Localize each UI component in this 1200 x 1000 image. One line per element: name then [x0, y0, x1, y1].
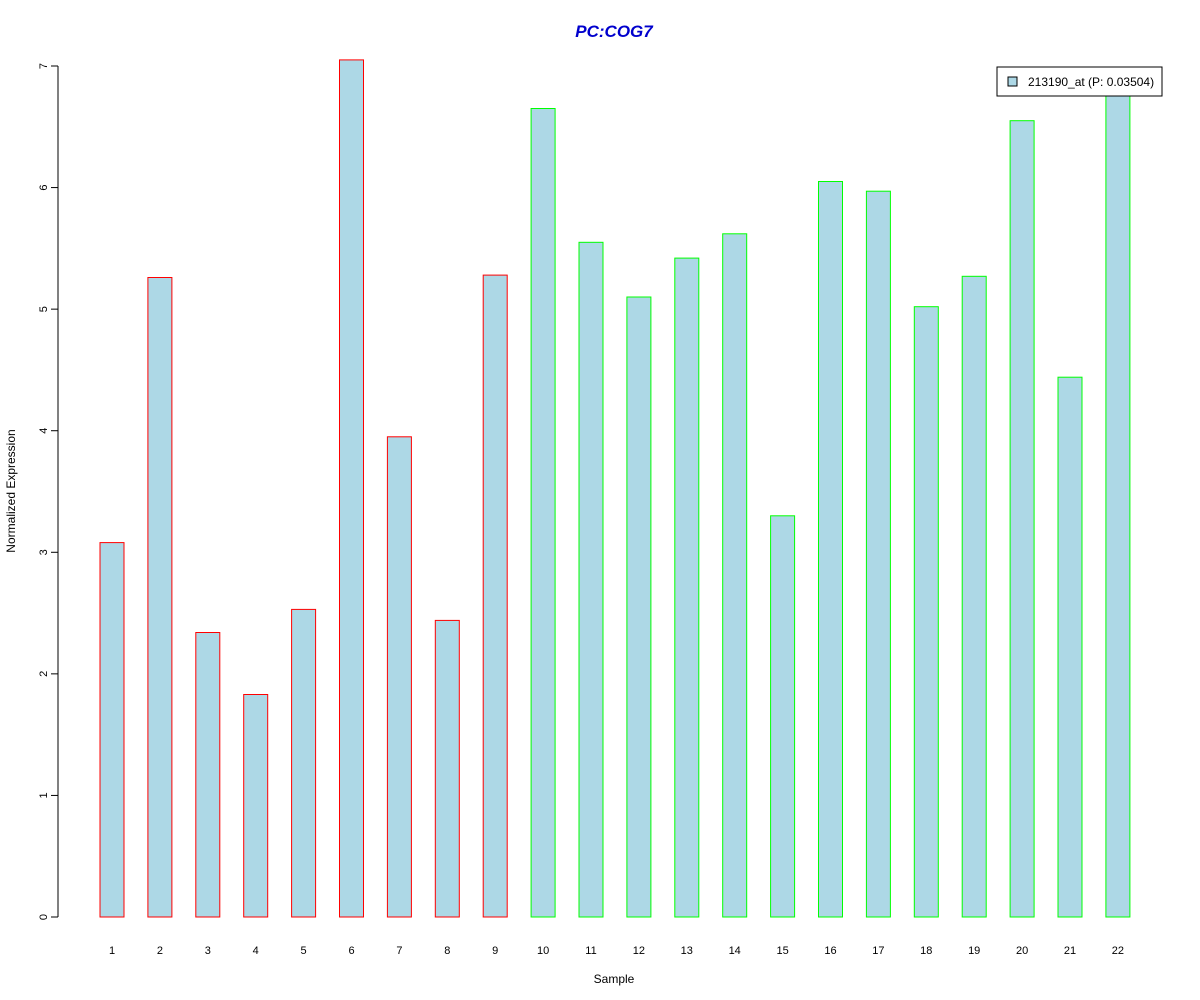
x-tick-label: 17 — [872, 945, 884, 957]
bar — [482, 274, 508, 918]
bar — [578, 241, 604, 918]
x-tick-label: 8 — [444, 945, 450, 957]
x-tick-label: 3 — [205, 945, 211, 957]
x-tick-label: 13 — [681, 945, 693, 957]
y-tick-label: 5 — [38, 306, 50, 312]
x-tick-label: 9 — [492, 945, 498, 957]
bar — [722, 233, 748, 918]
bar — [674, 257, 700, 918]
x-tick-label: 10 — [537, 945, 549, 957]
bar — [1009, 120, 1035, 918]
legend-label: 213190_at (P: 0.03504) — [1028, 75, 1154, 89]
x-tick-label: 2 — [157, 945, 163, 957]
bar — [961, 275, 987, 918]
x-tick-label: 1 — [109, 945, 115, 957]
x-tick-label: 15 — [776, 945, 788, 957]
y-tick-label: 4 — [38, 428, 50, 434]
x-tick-label: 11 — [585, 945, 596, 957]
bar — [291, 608, 317, 918]
x-tick-label: 16 — [824, 945, 836, 957]
bar — [818, 181, 843, 918]
bar — [626, 296, 652, 918]
bar — [913, 306, 939, 918]
y-tick-label: 2 — [38, 671, 50, 677]
x-tick-label: 21 — [1064, 945, 1076, 957]
x-tick-label: 6 — [348, 945, 354, 957]
bar — [195, 632, 221, 918]
x-tick-label: 12 — [633, 945, 645, 957]
x-tick-label: 4 — [253, 945, 259, 957]
bar — [339, 59, 364, 918]
x-tick-label: 22 — [1112, 945, 1124, 957]
y-tick-label: 3 — [38, 549, 50, 555]
x-tick-labels: 1 2 3 4 5 6 7 8 9 10 11 12 13 14 15 16 17 18 19 20 21 22 — [109, 945, 1124, 957]
y-tick-label: 1 — [38, 792, 50, 798]
bar — [99, 542, 125, 918]
y-axis: 0 1 2 3 4 5 6 7 — [38, 63, 59, 920]
x-tick-label: 14 — [729, 945, 741, 957]
bar — [770, 515, 796, 918]
bar — [434, 619, 460, 918]
legend-swatch — [1007, 76, 1018, 87]
x-axis-title: Sample — [594, 972, 635, 986]
y-tick-label: 0 — [38, 914, 50, 920]
bar — [865, 190, 891, 918]
x-tick-label: 5 — [301, 945, 307, 957]
bar — [243, 694, 269, 918]
bar — [530, 108, 556, 918]
chart-title: PC:COG7 — [575, 22, 654, 41]
y-tick-label: 6 — [38, 185, 50, 191]
legend: 213190_at (P: 0.03504) — [996, 66, 1163, 97]
x-tick-label: 7 — [396, 945, 402, 957]
bar — [1057, 376, 1083, 918]
x-tick-label: 20 — [1016, 945, 1028, 957]
bar — [147, 277, 173, 918]
legend-box — [996, 66, 1163, 97]
bars — [99, 59, 1131, 918]
y-axis-title: Normalized Expression — [4, 429, 18, 552]
x-tick-label: 18 — [920, 945, 932, 957]
bar — [386, 436, 412, 918]
x-tick-label: 19 — [968, 945, 980, 957]
bar — [1105, 83, 1131, 918]
y-tick-label: 7 — [38, 63, 50, 69]
